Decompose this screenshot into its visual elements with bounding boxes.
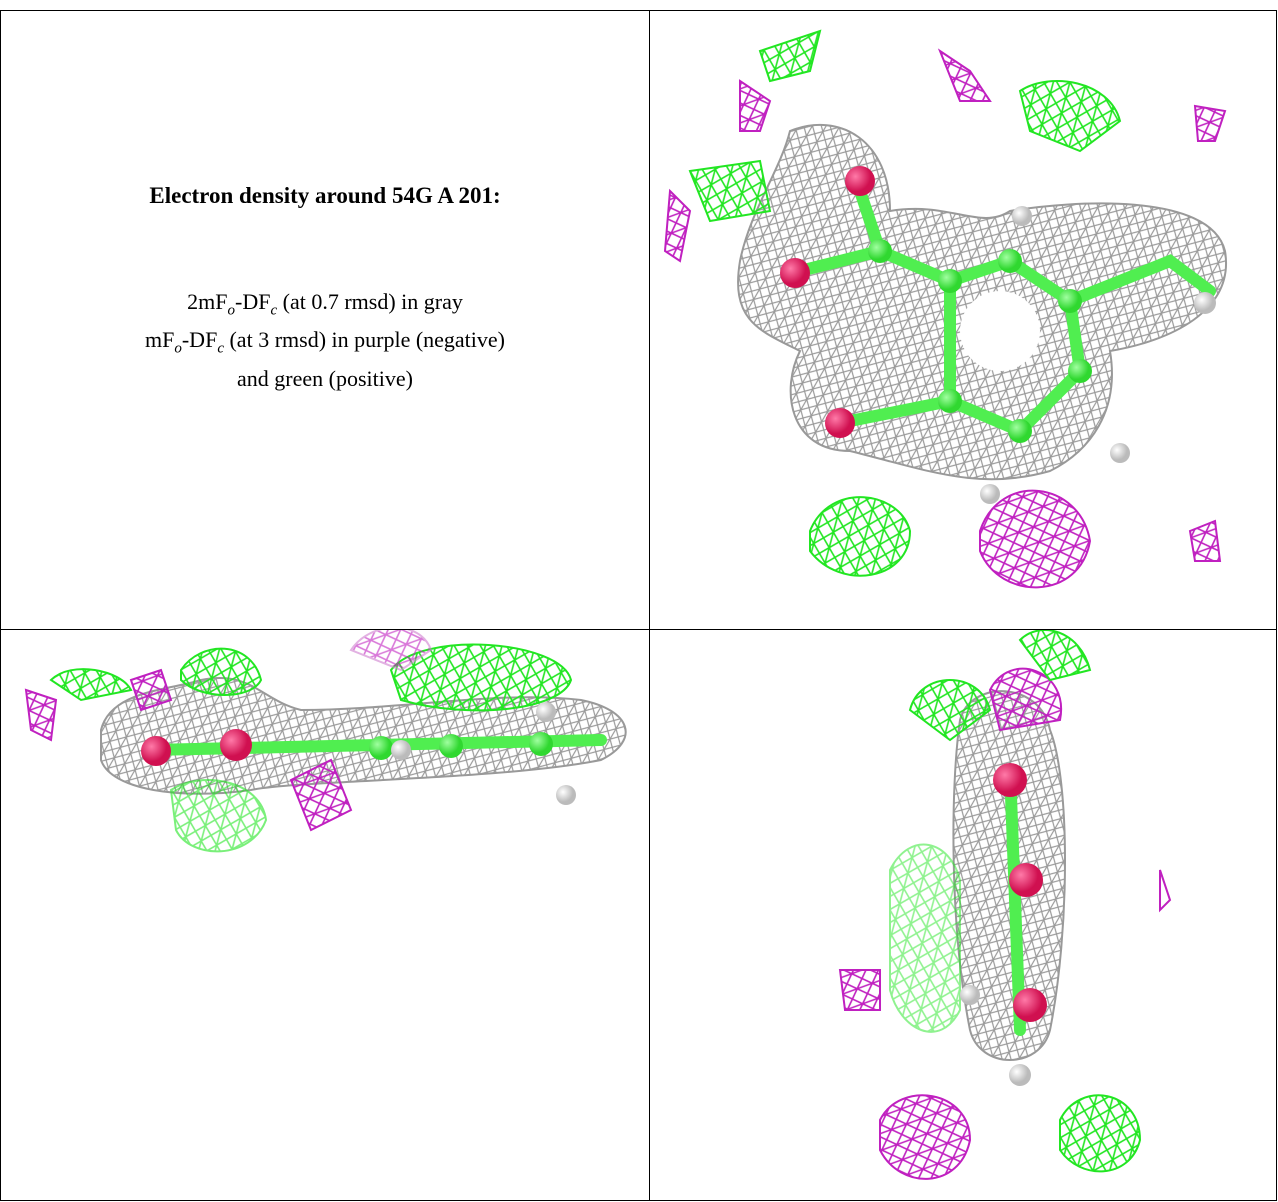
caption-lines: 2mFo-DFc (at 0.7 rmsd) in gray mFo-DFc (a… xyxy=(1,287,649,393)
caption-text: 2mF xyxy=(187,289,228,314)
subscript: o xyxy=(227,302,236,319)
subscript: c xyxy=(217,340,224,357)
caption-text: (at 0.7 rmsd) in gray xyxy=(277,289,463,314)
caption-cell: Electron density around 54G A 201: 2mFo-… xyxy=(1,11,649,629)
caption-line: 2mFo-DFc (at 0.7 rmsd) in gray xyxy=(1,287,649,325)
density-view-top xyxy=(663,29,1228,589)
caption-line: and green (positive) xyxy=(1,364,649,393)
divider xyxy=(1,629,1276,630)
subscript: c xyxy=(270,302,278,319)
density-view-end xyxy=(838,630,1172,1180)
figure-table: Electron density around 54G A 201: 2mFo-… xyxy=(0,10,1277,1201)
caption-text: and green (positive) xyxy=(237,365,413,391)
caption-text: -DF xyxy=(235,289,271,314)
caption-text: -DF xyxy=(181,327,218,353)
density-view-side xyxy=(24,630,627,853)
subscript: o xyxy=(174,340,182,357)
divider xyxy=(649,11,650,1200)
caption-title: Electron density around 54G A 201: xyxy=(149,183,501,208)
caption-line: mFo-DFc (at 3 rmsd) in purple (negative) xyxy=(1,325,649,363)
caption-text: (at 3 rmsd) in purple (negative) xyxy=(223,327,505,353)
caption-text: mF xyxy=(145,327,175,353)
